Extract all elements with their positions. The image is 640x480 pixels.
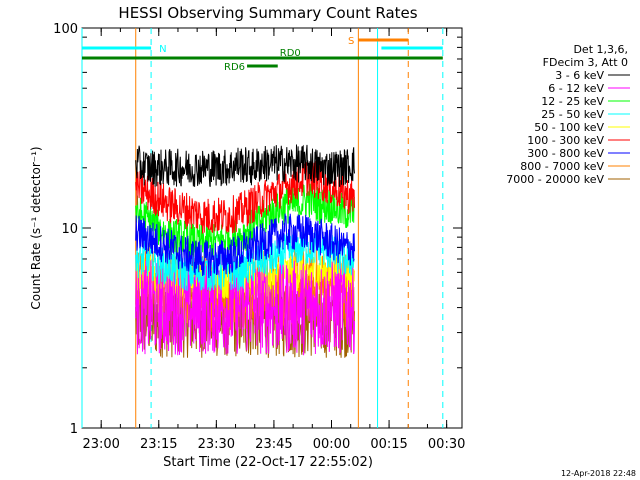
- y-tick-label: 1: [70, 422, 78, 437]
- x-tick-label: 00:00: [313, 437, 350, 452]
- x-tick-label: 00:30: [428, 437, 465, 452]
- y-tick-label: 10: [61, 222, 78, 237]
- legend-label: 100 - 300 keV: [527, 134, 604, 147]
- legend-label: 50 - 100 keV: [534, 121, 604, 134]
- chart-title: HESSI Observing Summary Count Rates: [118, 4, 417, 22]
- flag-label-n: N: [159, 44, 166, 55]
- series-line-6: [135, 213, 355, 279]
- legend-label: 3 - 6 keV: [555, 69, 604, 82]
- flag-label-rd0: RD0: [280, 48, 301, 59]
- footer-timestamp: 12-Apr-2018 22:48: [561, 469, 636, 478]
- legend-label: 7000 - 20000 keV: [506, 173, 604, 186]
- x-tick-label: 23:00: [82, 437, 119, 452]
- series-line-1: [135, 259, 355, 356]
- legend-label: 800 - 7000 keV: [520, 160, 604, 173]
- flag-label-s: S: [348, 36, 354, 47]
- x-tick-label: 23:45: [255, 437, 292, 452]
- x-tick-label: 23:30: [198, 437, 235, 452]
- legend-label: 6 - 12 keV: [548, 82, 604, 95]
- flag-label-rd6: RD6: [224, 62, 245, 73]
- legend-header-line-2: FDecim 3, Att 0: [543, 56, 628, 69]
- legend-label: 12 - 25 keV: [541, 95, 604, 108]
- series-line-0: [135, 144, 355, 188]
- x-tick-label: 23:15: [140, 437, 177, 452]
- y-axis-label: Count Rate (s⁻¹ detector⁻¹): [29, 146, 43, 309]
- x-tick-label: 00:15: [370, 437, 407, 452]
- series-line-5: [135, 161, 355, 234]
- legend-label: 300 - 800 keV: [527, 147, 604, 160]
- x-axis-label: Start Time (22-Oct-17 22:55:02): [163, 455, 373, 470]
- series-line-2: [135, 183, 355, 260]
- legend-header-line-1: Det 1,3,6,: [573, 43, 628, 56]
- y-tick-label: 100: [53, 22, 78, 37]
- legend-label: 25 - 50 keV: [541, 108, 604, 121]
